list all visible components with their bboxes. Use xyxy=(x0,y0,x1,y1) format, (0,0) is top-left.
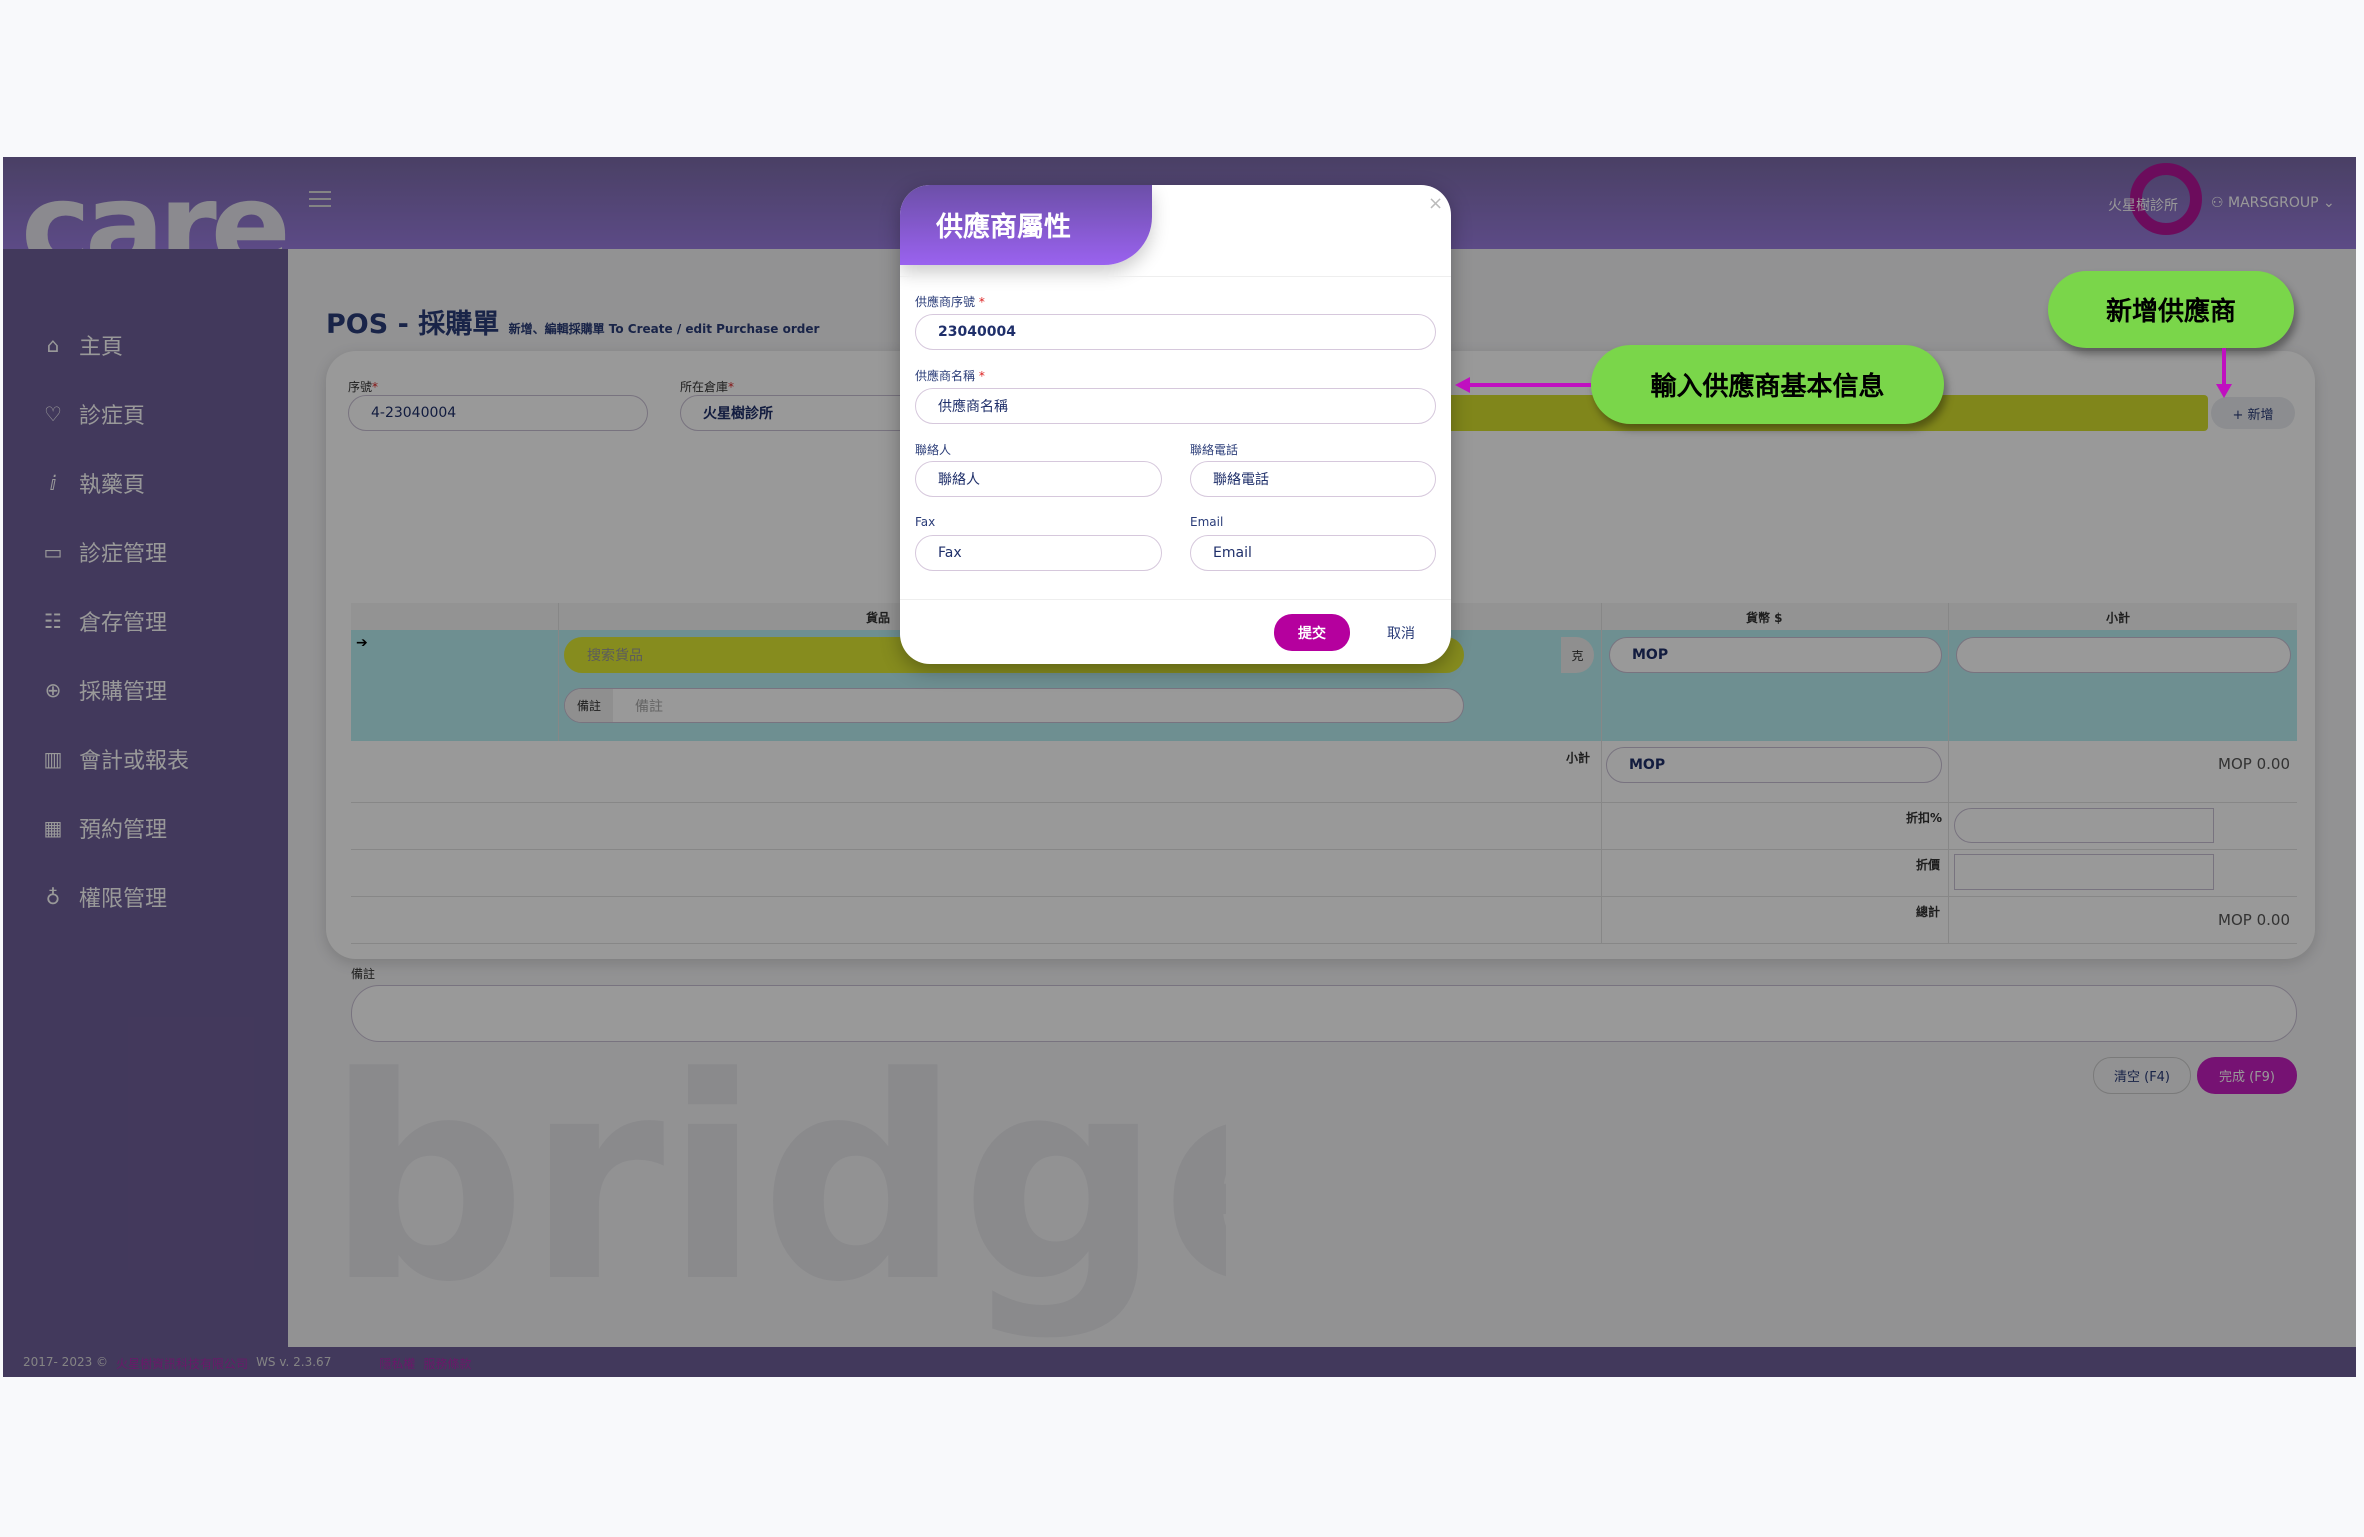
note-placeholder: 備註 xyxy=(635,698,664,715)
copyright: 2017- 2023 © xyxy=(23,1355,109,1369)
sidebar-item-2[interactable]: ⅈ 執藥頁 xyxy=(41,467,145,499)
discount-label: 折價 xyxy=(1916,858,1941,872)
row-note-input[interactable]: 備註 備註 xyxy=(564,688,1464,723)
total-value: MOP 0.00 xyxy=(2218,911,2290,929)
submit-button[interactable]: 提交 xyxy=(1274,614,1350,651)
user-name: MARSGROUP xyxy=(2228,195,2319,211)
unit-addon: 克 xyxy=(1561,637,1594,673)
bulb-icon: ♁ xyxy=(45,885,61,909)
clinic-name[interactable]: 火星樹診所 xyxy=(2108,198,2178,214)
note-addon: 備註 xyxy=(565,689,614,722)
sidebar-item-label: 診症頁 xyxy=(79,404,146,429)
sidebar-item-0[interactable]: ⌂ 主頁 xyxy=(41,329,123,361)
sidebar-item-label: 倉存管理 xyxy=(79,611,168,636)
calendar-icon: ▦ xyxy=(43,816,63,840)
sidebar-item-label: 採購管理 xyxy=(79,680,168,705)
discount-pct-input[interactable] xyxy=(1954,808,2214,843)
sidebar-item-6[interactable]: ▥ 會計或報表 xyxy=(41,743,189,775)
sidebar-item-label: 主頁 xyxy=(79,335,124,360)
subtotal-label: 小計 xyxy=(1566,751,1591,765)
heart-icon: ♡ xyxy=(44,402,62,426)
sidebar-item-label: 權限管理 xyxy=(79,887,168,912)
sidebar-item-3[interactable]: ▭ 診症管理 xyxy=(41,536,167,568)
supplier-name-label: 供應商名稱 * xyxy=(915,369,985,383)
sidebar-item-label: 預約管理 xyxy=(79,818,168,843)
user-icon: ⚇ xyxy=(2211,195,2229,211)
supplier-name-input[interactable]: 供應商名稱 xyxy=(915,388,1436,424)
sidebar-item-label: 會計或報表 xyxy=(79,749,190,774)
supplier-no-label: 供應商序號 * xyxy=(915,295,985,309)
supplier-modal: 供應商屬性 × 供應商序號 * 23040004 供應商名稱 * 供應商名稱 聯… xyxy=(900,185,1451,664)
done-button[interactable]: 完成 (F9) xyxy=(2197,1057,2297,1094)
company-link[interactable]: 火星樹資訊科技有限公司 xyxy=(116,1357,249,1371)
sidebar-item-5[interactable]: ⊕ 採購管理 xyxy=(41,674,167,706)
hamburger-menu-icon[interactable] xyxy=(309,191,331,207)
card-icon: ▭ xyxy=(43,540,63,564)
fax-input[interactable]: Fax xyxy=(915,535,1162,571)
plus-circle-icon: ⊕ xyxy=(44,678,62,702)
page-title: POS - 採購單 新增、編輯採購單 To Create / edit Purc… xyxy=(326,309,820,340)
sidebar: ⌂ 主頁 ♡ 診症頁 ⅈ 執藥頁 ▭ 診症管理 ☷ 倉存管理 ⊕ 採購管理 ▥ 會計或報表 ▦ 預約管理 ♁ 權限… xyxy=(3,249,288,1347)
subtotal-value: MOP 0.00 xyxy=(2218,755,2290,773)
sidebar-item-label: 診症管理 xyxy=(79,542,168,567)
user-menu[interactable]: ⚇ MARSGROUP ⌄ xyxy=(2211,195,2335,211)
contact-label: 聯絡人 xyxy=(915,443,952,457)
modal-header-tab: 供應商屬性 xyxy=(900,185,1152,265)
line-subtotal-input[interactable] xyxy=(1956,637,2291,673)
close-icon[interactable]: × xyxy=(1428,193,1444,214)
callout-add-supplier: 新增供應商 xyxy=(2048,271,2294,348)
watermark-text: bridge xyxy=(326,1018,1226,1344)
bar-chart-icon: ▥ xyxy=(43,747,63,771)
column-currency: 貨幣 $ xyxy=(1746,611,1783,625)
discount-pct-label: 折扣% xyxy=(1906,811,1943,825)
remarks-textarea[interactable] xyxy=(351,985,2297,1042)
sidebar-item-8[interactable]: ♁ 權限管理 xyxy=(41,881,167,913)
column-subtotal: 小計 xyxy=(2106,611,2131,625)
subtotal-currency-input[interactable]: MOP xyxy=(1606,747,1942,783)
contact-input[interactable]: 聯絡人 xyxy=(915,461,1162,497)
bridge-watermark: bridge xyxy=(326,1018,1226,1344)
flask-icon: ⅈ xyxy=(49,471,57,495)
email-label: Email xyxy=(1190,515,1224,529)
footer: 2017- 2023 © 火星樹資訊科技有限公司 WS v. 2.3.67 隱私… xyxy=(3,1347,2356,1377)
boxes-icon: ☷ xyxy=(44,609,62,633)
column-item: 貨品 xyxy=(866,611,891,625)
sidebar-item-1[interactable]: ♡ 診症頁 xyxy=(41,398,145,430)
serial-input[interactable]: 4-23040004 xyxy=(348,395,648,431)
page-subtitle: 新增、編輯採購單 To Create / edit Purchase order xyxy=(508,322,820,336)
currency-input[interactable]: MOP xyxy=(1609,637,1942,673)
sidebar-item-4[interactable]: ☷ 倉存管理 xyxy=(41,605,167,637)
version: WS v. 2.3.67 xyxy=(256,1355,332,1369)
add-supplier-button[interactable]: + 新增 xyxy=(2211,397,2295,429)
total-label: 總計 xyxy=(1916,905,1941,919)
phone-input[interactable]: 聯絡電話 xyxy=(1190,461,1436,497)
supplier-no-input[interactable]: 23040004 xyxy=(915,314,1436,350)
discount-input[interactable] xyxy=(1954,854,2214,890)
row-arrow-icon: ➔ xyxy=(356,635,368,651)
terms-link[interactable]: 服務條款 xyxy=(423,1357,472,1371)
callout-enter-info: 輸入供應商基本信息 xyxy=(1591,345,1944,424)
email-input[interactable]: Email xyxy=(1190,535,1436,571)
warehouse-label: 所在倉庫* xyxy=(680,380,735,394)
privacy-link[interactable]: 隱私權 xyxy=(379,1357,416,1371)
sidebar-item-label: 執藥頁 xyxy=(79,473,146,498)
clear-button[interactable]: 清空 (F4) xyxy=(2093,1057,2191,1094)
remarks-label: 備註 xyxy=(351,967,376,981)
modal-title: 供應商屬性 xyxy=(936,212,1071,243)
phone-label: 聯絡電話 xyxy=(1190,443,1239,457)
cancel-button[interactable]: 取消 xyxy=(1387,626,1415,642)
fax-label: Fax xyxy=(915,515,936,529)
serial-label: 序號* xyxy=(348,380,379,394)
home-icon: ⌂ xyxy=(46,333,60,357)
sidebar-item-7[interactable]: ▦ 預約管理 xyxy=(41,812,167,844)
